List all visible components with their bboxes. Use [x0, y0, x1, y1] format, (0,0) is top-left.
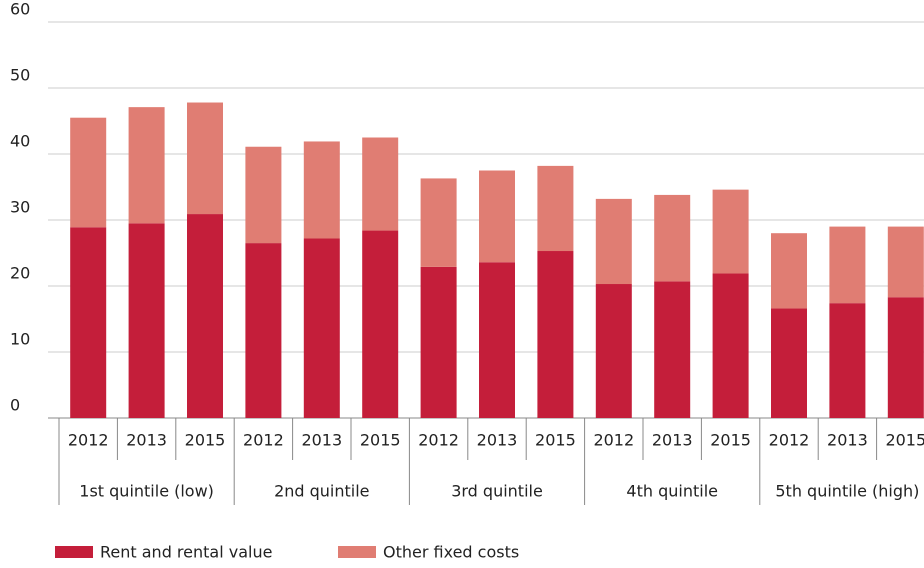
x-tick-label: 2015: [885, 431, 924, 450]
bar-segment: [128, 223, 165, 418]
group-label: 5th quintile (high): [775, 482, 919, 501]
bar-segment: [187, 102, 223, 215]
bar-segment: [771, 233, 807, 309]
x-tick-label: 2012: [769, 431, 810, 450]
y-tick-label: 20: [10, 264, 30, 283]
bar-segment: [303, 238, 340, 418]
y-tick-label: 30: [10, 198, 30, 217]
group-label: 4th quintile: [626, 482, 718, 501]
y-tick-label: 50: [10, 66, 30, 85]
bar-segment: [420, 178, 457, 267]
bar-segment: [245, 146, 282, 244]
x-tick-label: 2012: [68, 431, 109, 450]
bar-segment: [712, 273, 749, 418]
bar-segment: [887, 297, 924, 418]
bar-segment: [420, 266, 457, 418]
bar-segment: [70, 117, 107, 228]
bar-segment: [187, 214, 223, 418]
bar-segment: [362, 137, 399, 231]
x-tick-label: 2012: [243, 431, 284, 450]
x-tick-label: 2013: [301, 431, 342, 450]
y-tick-label: 40: [10, 132, 30, 151]
bar-segment: [654, 194, 691, 282]
bar-segment: [303, 141, 340, 239]
group-label: 1st quintile (low): [79, 482, 214, 501]
x-tick-label: 2015: [360, 431, 401, 450]
bar-segment: [362, 230, 399, 418]
y-tick-label: 10: [10, 330, 30, 349]
legend-swatch: [338, 546, 376, 558]
bar-segment: [712, 189, 749, 274]
x-tick-label: 2013: [652, 431, 693, 450]
bar-segment: [128, 107, 165, 224]
legend-label: Other fixed costs: [383, 543, 519, 562]
x-tick-label: 2012: [593, 431, 634, 450]
x-tick-label: 2015: [535, 431, 576, 450]
bar-segment: [479, 262, 515, 418]
group-label: 2nd quintile: [274, 482, 369, 501]
bar-segment: [537, 165, 574, 252]
bar-segment: [245, 243, 282, 418]
bar-segment: [595, 284, 632, 418]
bar-segment: [479, 170, 515, 263]
legend-label: Rent and rental value: [100, 543, 272, 562]
x-tick-label: 2012: [418, 431, 459, 450]
x-tick-label: 2015: [185, 431, 226, 450]
x-tick-label: 2013: [126, 431, 167, 450]
bar-segment: [887, 226, 924, 298]
bar-segment: [537, 251, 574, 418]
bar-segment: [829, 226, 866, 304]
bar-segment: [595, 198, 632, 285]
y-tick-label: 0: [10, 396, 20, 415]
x-tick-label: 2015: [710, 431, 751, 450]
bar-segment: [654, 281, 691, 418]
y-tick-label: 60: [10, 0, 30, 19]
x-tick-label: 2013: [827, 431, 868, 450]
bar-segment: [829, 303, 866, 418]
x-tick-label: 2013: [477, 431, 518, 450]
bar-segment: [70, 227, 107, 418]
legend-swatch: [55, 546, 93, 558]
bar-segment: [771, 308, 807, 418]
group-label: 3rd quintile: [451, 482, 543, 501]
